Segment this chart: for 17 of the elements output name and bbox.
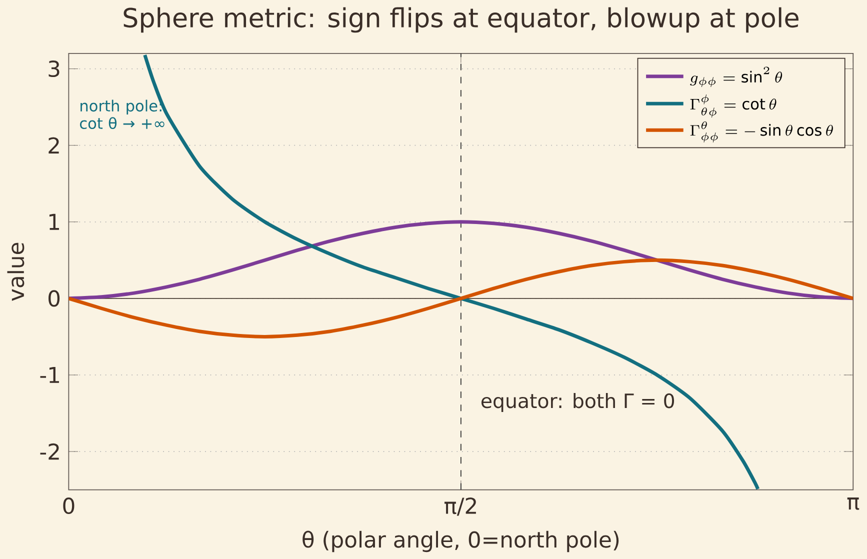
y-axis-title: value: [7, 242, 24, 301]
x-axis-title: θ (polar angle, 0=north pole): [302, 530, 619, 552]
y-tick-label: 0: [48, 290, 60, 307]
chart-title: Sphere metric: sign flips at equator, blowup at pole: [124, 7, 798, 32]
x-tick-label: 0: [63, 497, 74, 514]
annotation: equator: both Γ = 0: [482, 392, 674, 412]
y-tick-label: 3: [48, 60, 60, 77]
x-tick-label: π/2: [444, 497, 476, 516]
y-tick-label: 1: [49, 214, 59, 230]
y-tick-label: -1: [40, 366, 59, 383]
legend-label: $\Gamma^{\theta}_{\phi\phi} = -\sin\theta\cos\theta$: [690, 121, 833, 142]
y-tick-label: -2: [40, 443, 59, 460]
y-tick-label: 2: [48, 137, 59, 154]
x-tick-label: π: [847, 497, 860, 510]
legend-label: $g_{\phi\phi} = \sin^2\theta$: [690, 66, 782, 87]
annotation: north pole: cot θ → +∞: [80, 100, 164, 129]
legend-label: $\Gamma^{\phi}_{\theta\phi} = \cot\theta$: [690, 94, 776, 118]
